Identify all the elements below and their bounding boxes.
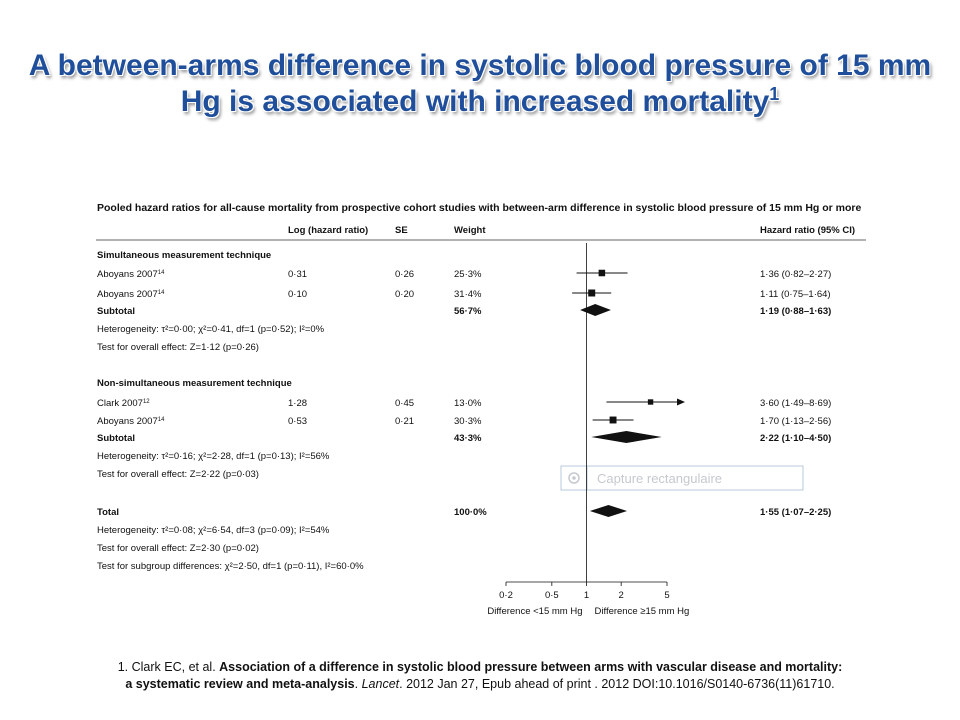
subtotal-weight: 43·3% bbox=[454, 433, 482, 444]
slide-title: A between-arms difference in systolic bl… bbox=[20, 48, 940, 120]
study-hazard-ratio: 3·60 (1·49–8·69) bbox=[760, 398, 831, 409]
footnote-citation: . 2012 Jan 27, Epub ahead of print . 201… bbox=[399, 677, 835, 691]
pooled-diamond bbox=[589, 505, 628, 517]
study-hazard-ratio: 1·36 (0·82–2·27) bbox=[760, 269, 831, 280]
group-statistic: Test for overall effect: Z=2·22 (p=0·03) bbox=[97, 469, 259, 480]
study-log-hr: 1·28 bbox=[288, 398, 307, 409]
column-header-se: SE bbox=[395, 225, 408, 236]
footnote-article-subtitle: a systematic review and meta-analysis bbox=[125, 677, 355, 691]
capture-icon-dot bbox=[572, 476, 576, 480]
figure-heading: Pooled hazard ratios for all-cause morta… bbox=[97, 202, 862, 214]
footnote: 1. Clark EC, et al. Association of a dif… bbox=[30, 659, 930, 693]
capture-overlay-label: Capture rectangulaire bbox=[597, 471, 722, 486]
total-statistic: Test for subgroup differences: χ²=2·50, … bbox=[97, 561, 364, 572]
forest-plot: Pooled hazard ratios for all-cause morta… bbox=[96, 202, 866, 617]
total-weight: 100·0% bbox=[454, 507, 487, 518]
study-log-hr: 0·53 bbox=[288, 416, 307, 427]
x-axis-tick-label: 0·2 bbox=[499, 590, 513, 601]
x-axis-tick-label: 2 bbox=[619, 590, 624, 601]
x-axis-left-label: Difference <15 mm Hg bbox=[487, 606, 582, 617]
point-estimate bbox=[598, 269, 606, 277]
forest-rows: Simultaneous measurement technique Aboyan… bbox=[97, 243, 831, 617]
group-statistic: Heterogeneity: τ²=0·16; χ²=2·28, df=1 (p… bbox=[97, 451, 330, 462]
study-se: 0·20 bbox=[395, 289, 414, 300]
slide-title-ref: 1 bbox=[769, 84, 780, 104]
x-axis-tick-label: 0·5 bbox=[545, 590, 559, 601]
column-header-log-hr: Log (hazard ratio) bbox=[288, 225, 368, 236]
study-weight: 30·3% bbox=[454, 416, 482, 427]
study-reference: 14 bbox=[158, 290, 165, 296]
subtotal-weight: 56·7% bbox=[454, 306, 482, 317]
group-heading: Non-simultaneous measurement technique bbox=[97, 378, 292, 389]
group-statistic: Heterogeneity: τ²=0·00; χ²=0·41, df=1 (p… bbox=[97, 324, 325, 335]
subtotal-label: Subtotal bbox=[97, 433, 135, 444]
study-weight: 31·4% bbox=[454, 289, 482, 300]
footnote-line-2: a systematic review and meta-analysis. L… bbox=[30, 676, 930, 693]
study-se: 0·45 bbox=[395, 398, 414, 409]
study-reference: 14 bbox=[158, 417, 165, 423]
point-estimate bbox=[647, 399, 654, 405]
screen-capture-overlay[interactable]: Capture rectangulaire bbox=[560, 465, 804, 491]
subtotal-label: Subtotal bbox=[97, 306, 135, 317]
total-label: Total bbox=[97, 507, 119, 518]
footnote-separator: . bbox=[354, 677, 362, 691]
slide-title-text: A between-arms difference in systolic bl… bbox=[28, 49, 932, 118]
study-se: 0·21 bbox=[395, 416, 414, 427]
study-reference: 12 bbox=[143, 399, 150, 405]
study-reference: 14 bbox=[158, 270, 165, 276]
group-statistic: Test for overall effect: Z=1·12 (p=0·26) bbox=[97, 342, 259, 353]
capture-overlay-box bbox=[560, 465, 804, 491]
footnote-article-title: Association of a difference in systolic … bbox=[219, 660, 843, 674]
point-estimate bbox=[588, 289, 596, 297]
study-name: Aboyans 200714 bbox=[97, 269, 165, 280]
subtotal-hazard-ratio: 2·22 (1·10–4·50) bbox=[760, 433, 831, 444]
footnote-journal: Lancet bbox=[361, 677, 400, 691]
x-axis-tick-label: 1 bbox=[584, 590, 589, 601]
study-weight: 25·3% bbox=[454, 269, 482, 280]
ci-arrow bbox=[677, 398, 685, 406]
study-name: Aboyans 200714 bbox=[97, 416, 165, 427]
capture-icon bbox=[568, 472, 580, 484]
column-header-hazard-ratio: Hazard ratio (95% CI) bbox=[760, 225, 855, 236]
study-hazard-ratio: 1·11 (0·75–1·64) bbox=[760, 289, 831, 300]
study-log-hr: 0·10 bbox=[288, 289, 307, 300]
total-statistic: Test for overall effect: Z=2·30 (p=0·02) bbox=[97, 543, 259, 554]
pooled-diamond bbox=[580, 304, 611, 316]
study-se: 0·26 bbox=[395, 269, 414, 280]
x-axis-tick-label: 5 bbox=[664, 590, 669, 601]
total-hazard-ratio: 1·55 (1·07–2·25) bbox=[760, 507, 831, 518]
study-log-hr: 0·31 bbox=[288, 269, 307, 280]
subtotal-hazard-ratio: 1·19 (0·88–1·63) bbox=[760, 306, 831, 317]
total-statistic: Heterogeneity: τ²=0·08; χ²=6·54, df=3 (p… bbox=[97, 525, 330, 536]
footnote-line-1: 1. Clark EC, et al. Association of a dif… bbox=[30, 659, 930, 676]
point-estimate bbox=[609, 416, 617, 424]
study-hazard-ratio: 1·70 (1·13–2·56) bbox=[760, 416, 831, 427]
study-weight: 13·0% bbox=[454, 398, 482, 409]
pooled-diamond bbox=[591, 431, 662, 443]
study-name: Aboyans 200714 bbox=[97, 289, 165, 300]
study-name: Clark 200712 bbox=[97, 398, 150, 409]
group-heading: Simultaneous measurement technique bbox=[97, 250, 271, 261]
x-axis-right-label: Difference ≥15 mm Hg bbox=[595, 606, 690, 617]
footnote-ref: 1. Clark EC, et al. bbox=[117, 660, 220, 674]
column-header-weight: Weight bbox=[454, 225, 486, 236]
